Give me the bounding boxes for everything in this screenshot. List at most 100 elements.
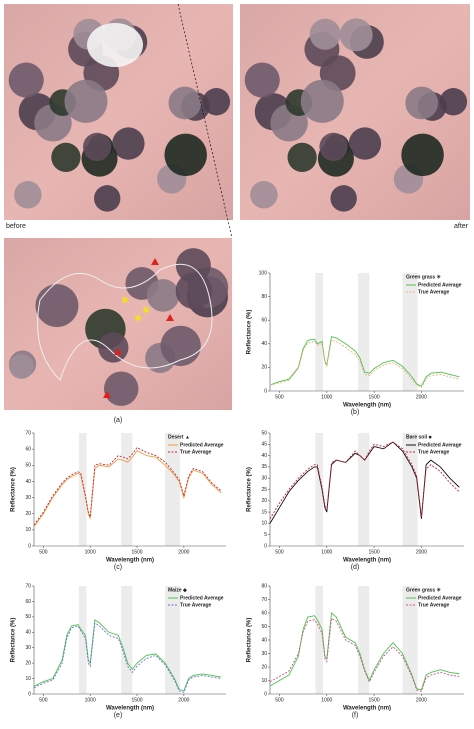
shaded-band	[78, 433, 87, 546]
legend-label: True Average	[418, 289, 450, 295]
y-tick-label: 0	[264, 543, 267, 549]
x-tick-label: 1000	[321, 697, 332, 703]
series-line	[269, 617, 460, 692]
field	[82, 132, 112, 162]
shaded-band	[315, 273, 323, 391]
x-tick-label: 1500	[131, 697, 142, 703]
x-tick-label: 2000	[416, 697, 427, 703]
y-tick-label: 20	[261, 365, 267, 371]
panel-label: (a)	[114, 417, 123, 424]
marker	[103, 391, 111, 398]
y-tick-label: 40	[261, 637, 267, 643]
series-line	[33, 622, 222, 694]
legend-label: True Average	[418, 449, 450, 455]
shaded-band	[165, 433, 181, 546]
y-axis-label: Reflectance (%)	[11, 618, 17, 663]
x-tick-label: 1500	[369, 549, 380, 555]
y-tick-label: 60	[25, 599, 31, 605]
marker	[135, 315, 141, 321]
field	[8, 62, 44, 98]
series-line	[269, 441, 460, 520]
legend-label: True Average	[418, 602, 450, 608]
marker	[166, 314, 174, 321]
shaded-band	[358, 586, 370, 694]
field	[175, 248, 211, 284]
legend-label: Predicted Average	[418, 442, 462, 448]
x-tick-label: 2000	[178, 549, 189, 555]
y-tick-label: 80	[261, 294, 267, 300]
panel-label: (d)	[351, 564, 360, 571]
y-tick-label: 30	[25, 645, 31, 651]
x-axis-label: Wavelength (nm)	[106, 558, 154, 564]
shaded-band	[402, 273, 418, 391]
field	[401, 133, 444, 177]
legend-label: Predicted Average	[180, 595, 224, 601]
y-tick-label: 30	[25, 495, 31, 501]
y-tick-label: 60	[25, 446, 31, 452]
field	[35, 284, 79, 328]
field	[348, 127, 382, 160]
series-line	[33, 619, 222, 692]
y-axis-label: Reflectance (%)	[247, 310, 253, 355]
y-tick-label: 20	[25, 511, 31, 517]
x-tick-label: 2000	[416, 549, 427, 555]
field	[287, 142, 317, 173]
y-tick-label: 45	[261, 442, 267, 448]
x-tick-label: 1000	[85, 697, 96, 703]
x-tick-label: 500	[39, 549, 48, 555]
shaded-band	[121, 586, 133, 694]
x-tick-label: 500	[275, 549, 284, 555]
x-axis-label: Wavelength (nm)	[343, 706, 391, 712]
y-tick-label: 100	[259, 270, 268, 276]
y-tick-label: 10	[25, 527, 31, 533]
field	[168, 86, 202, 120]
field	[103, 371, 139, 406]
y-tick-label: 25	[261, 487, 267, 493]
x-tick-label: 1500	[369, 697, 380, 703]
x-tick-label: 500	[39, 697, 48, 703]
y-tick-label: 0	[264, 691, 267, 697]
panel-label: (b)	[351, 409, 360, 416]
panel-label: (e)	[114, 712, 123, 719]
legend-label: True Average	[180, 602, 212, 608]
field	[319, 132, 348, 162]
field	[98, 332, 129, 363]
legend-label: Predicted Average	[418, 595, 462, 601]
y-axis-label: Reflectance (%)	[11, 467, 17, 512]
field	[244, 62, 280, 98]
legend-title: Green grass ✳	[406, 274, 442, 280]
x-axis-label: Wavelength (nm)	[343, 558, 391, 564]
satellite-images	[4, 3, 470, 410]
shaded-band	[402, 433, 418, 546]
y-tick-label: 70	[261, 597, 267, 603]
series-line	[269, 441, 460, 524]
field	[112, 127, 145, 160]
series-line	[269, 339, 460, 389]
y-tick-label: 5	[264, 532, 267, 538]
shaded-band	[78, 586, 87, 694]
field	[146, 279, 180, 312]
y-tick-label: 0	[28, 543, 31, 549]
series-line	[269, 336, 460, 387]
x-tick-label: 500	[275, 394, 284, 400]
x-axis-label: Wavelength (nm)	[106, 706, 154, 712]
shaded-band	[315, 586, 323, 694]
y-tick-label: 10	[261, 521, 267, 527]
y-tick-label: 0	[28, 691, 31, 697]
field	[93, 185, 121, 212]
zoom-line	[177, 3, 233, 239]
y-tick-label: 60	[261, 610, 267, 616]
field	[330, 185, 357, 212]
y-tick-label: 50	[25, 614, 31, 620]
y-tick-label: 0	[264, 388, 267, 394]
y-tick-label: 35	[261, 464, 267, 470]
legend-title: Maize ◆	[168, 587, 187, 593]
series-line	[269, 612, 460, 691]
x-tick-label: 500	[275, 697, 284, 703]
y-tick-label: 70	[25, 430, 31, 436]
marker	[143, 307, 149, 313]
y-tick-label: 10	[261, 678, 267, 684]
x-tick-label: 2000	[178, 697, 189, 703]
shaded-band	[358, 433, 370, 546]
